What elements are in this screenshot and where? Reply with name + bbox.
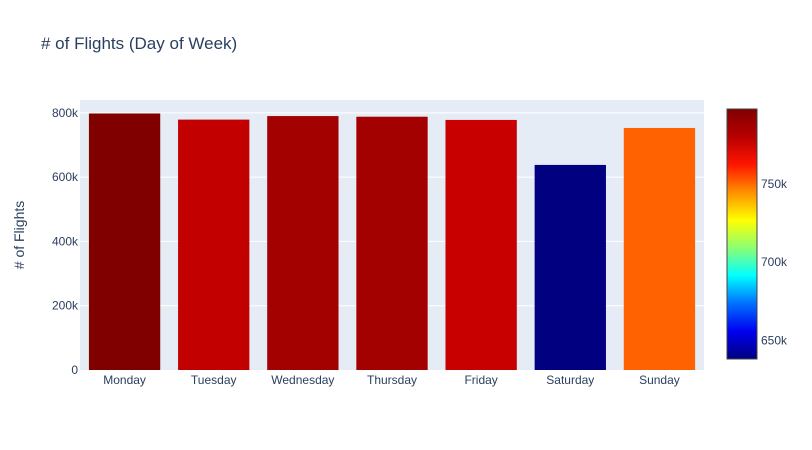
colorbar-tick-label: 750k <box>761 177 788 191</box>
y-tick-labels: 0 200k 400k 600k 800k <box>52 106 79 377</box>
colorbar-tick-labels: 650k 700k 750k <box>761 177 788 347</box>
x-tick-label: Monday <box>103 373 146 387</box>
y-tick-label: 600k <box>52 170 79 184</box>
x-tick-label: Thursday <box>367 373 417 387</box>
y-tick-label: 200k <box>52 299 79 313</box>
colorbar-tick-label: 650k <box>761 333 788 347</box>
x-tick-label: Wednesday <box>271 373 334 387</box>
colorbar <box>726 108 758 360</box>
bar-wednesday[interactable] <box>267 116 339 370</box>
y-axis-title: # of Flights <box>11 201 27 269</box>
bar-monday[interactable] <box>88 113 161 371</box>
bar-friday[interactable] <box>445 119 517 370</box>
bars <box>88 113 696 371</box>
bar-thursday[interactable] <box>356 116 428 370</box>
x-tick-label: Friday <box>464 373 497 387</box>
y-tick-label: 0 <box>71 363 78 377</box>
x-tick-label: Sunday <box>639 373 680 387</box>
y-tick-label: 800k <box>52 106 79 120</box>
bar-saturday[interactable] <box>534 164 606 370</box>
colorbar-tick-label: 700k <box>761 255 788 269</box>
bar-tuesday[interactable] <box>178 119 250 370</box>
chart-title: # of Flights (Day of Week) <box>41 34 238 53</box>
x-tick-label: Saturday <box>546 373 594 387</box>
bar-sunday[interactable] <box>623 127 696 370</box>
x-tick-labels: Monday Tuesday Wednesday Thursday Friday Satu… <box>103 373 680 387</box>
x-tick-label: Tuesday <box>191 373 237 387</box>
y-tick-label: 400k <box>52 234 79 248</box>
